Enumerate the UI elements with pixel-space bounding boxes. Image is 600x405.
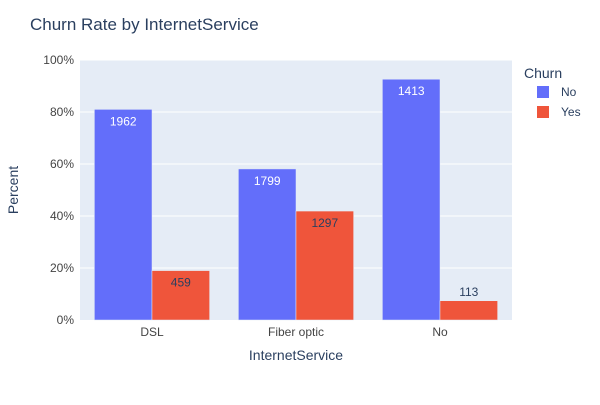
bar-value-label: 1799	[254, 174, 281, 188]
bar-no-dsl	[94, 109, 153, 321]
legend-items: No Yes	[537, 85, 581, 119]
y-axis-ticks: 0% 20% 40% 60% 80% 100%	[43, 53, 74, 327]
legend-title: Churn	[524, 65, 562, 81]
y-tick-label: 60%	[50, 157, 74, 171]
bar-labels: 1962 459 1799 1297 1413 113	[110, 84, 479, 299]
y-tick-label: 0%	[57, 313, 75, 327]
bar-value-label: 1962	[110, 114, 137, 128]
y-tick-label: 80%	[50, 105, 74, 119]
bar-yes-no	[439, 300, 498, 321]
y-tick-label: 20%	[50, 261, 74, 275]
x-axis-ticks: DSL Fiber optic No	[140, 325, 448, 339]
y-tick-label: 100%	[43, 53, 74, 67]
bar-value-label: 1413	[398, 84, 425, 98]
bar-no-fiber-optic	[238, 168, 297, 321]
chart-title: Churn Rate by InternetService	[30, 15, 259, 34]
bar-value-label: 113	[459, 285, 478, 299]
bar-value-label: 1297	[311, 216, 338, 230]
legend-swatch-yes[interactable]	[537, 106, 549, 118]
legend-swatch-no[interactable]	[537, 86, 549, 98]
bar-yes-dsl	[151, 270, 210, 321]
y-axis-title: Percent	[5, 166, 21, 214]
x-tick-label: No	[432, 325, 448, 339]
x-axis-title: InternetService	[249, 347, 343, 363]
bar-yes-fiber-optic	[295, 210, 354, 321]
x-tick-label: Fiber optic	[268, 325, 324, 339]
y-tick-label: 40%	[50, 209, 74, 223]
legend-label-yes[interactable]: Yes	[561, 105, 581, 119]
legend-label-no[interactable]: No	[561, 85, 577, 99]
legend: Churn No Yes	[524, 65, 581, 119]
bars	[94, 78, 498, 321]
x-tick-label: DSL	[140, 325, 164, 339]
bar-value-label: 459	[171, 276, 191, 290]
bar-no-no	[382, 78, 441, 321]
